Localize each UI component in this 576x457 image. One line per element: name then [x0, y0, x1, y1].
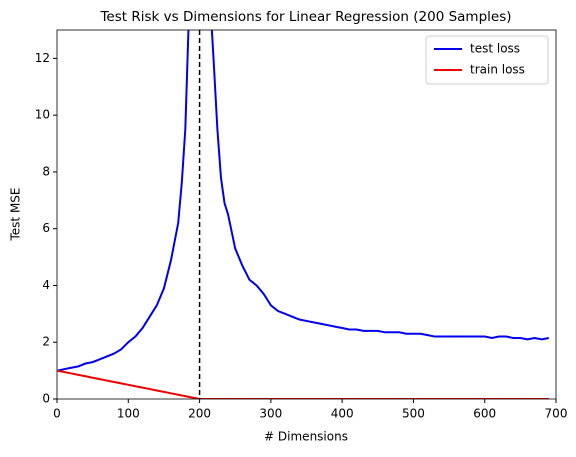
y-tick-label: 12: [35, 51, 50, 65]
x-axis-label: # Dimensions: [264, 430, 348, 444]
x-tick-label: 100: [117, 407, 140, 421]
plot-frame: [56, 29, 557, 400]
y-tick-label: 8: [42, 164, 50, 178]
y-axis-label: Test MSE: [9, 188, 23, 242]
y-tick-label: 2: [42, 335, 50, 349]
legend-label: train loss: [470, 63, 525, 77]
data-line: [57, 369, 549, 399]
x-tick-label: 300: [259, 407, 282, 421]
y-tick-label: 0: [42, 392, 50, 406]
x-tick-label: 0: [53, 407, 61, 421]
y-tick-label: 6: [42, 221, 50, 235]
x-tick-label: 600: [473, 407, 496, 421]
legend-label: test loss: [470, 42, 520, 56]
y-tick-label: 4: [42, 278, 50, 292]
x-tick-label: 400: [331, 407, 354, 421]
x-tick-label: 500: [402, 407, 425, 421]
data-line: [57, 30, 550, 372]
chart-title: Test Risk vs Dimensions for Linear Regre…: [99, 9, 511, 25]
legend: test loss train loss: [425, 35, 549, 85]
x-tick-label: 200: [188, 407, 211, 421]
x-tick-label: 700: [545, 407, 568, 421]
y-tick-label: 10: [35, 108, 50, 122]
